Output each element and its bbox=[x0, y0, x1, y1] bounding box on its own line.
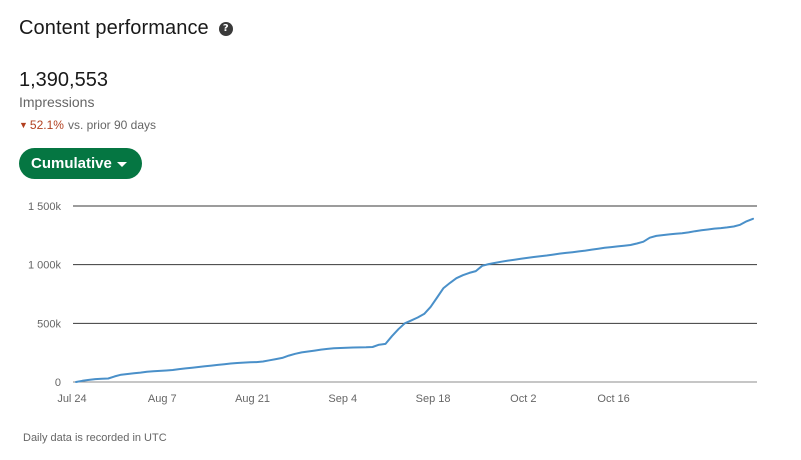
change-percentage: 52.1% bbox=[29, 118, 64, 132]
caret-down-icon bbox=[116, 161, 127, 167]
chart-y-axis: 0 500k 1 000k 1 500k bbox=[28, 201, 62, 389]
impressions-change: ▼ 52.1% vs. prior 90 days bbox=[19, 118, 156, 132]
utc-footnote: Daily data is recorded in UTC bbox=[23, 432, 167, 444]
x-tick-label: Oct 16 bbox=[597, 393, 629, 405]
triangle-down-icon: ▼ bbox=[19, 120, 28, 130]
y-tick-label: 1 000k bbox=[28, 260, 62, 272]
impressions-label: Impressions bbox=[19, 94, 95, 110]
cumulative-dropdown-button[interactable]: Cumulative bbox=[19, 148, 142, 179]
x-tick-label: Aug 21 bbox=[235, 393, 270, 405]
chart-x-axis: Jul 24 Aug 7 Aug 21 Sep 4 Sep 18 Oct 2 Oct 16 bbox=[57, 393, 629, 405]
y-tick-label: 1 500k bbox=[28, 201, 62, 213]
impressions-line-chart: 0 500k 1 000k 1 500k Jul 24 Aug 7 Aug 21 Sep 4… bbox=[28, 201, 757, 405]
impressions-value: 1,390,553 bbox=[19, 69, 108, 91]
x-tick-label: Sep 18 bbox=[416, 393, 451, 405]
x-tick-label: Oct 2 bbox=[510, 393, 536, 405]
change-comparison-label: vs. prior 90 days bbox=[67, 118, 156, 132]
y-tick-label: 500k bbox=[37, 318, 61, 330]
card-title: Content performance bbox=[19, 17, 209, 39]
y-tick-label: 0 bbox=[55, 377, 61, 389]
x-tick-label: Sep 4 bbox=[328, 393, 357, 405]
impressions-series-line bbox=[75, 217, 754, 383]
x-tick-label: Jul 24 bbox=[57, 393, 86, 405]
cumulative-button-label: Cumulative bbox=[31, 155, 112, 172]
question-circle-icon[interactable]: ? bbox=[218, 21, 233, 36]
x-tick-label: Aug 7 bbox=[148, 393, 177, 405]
chart-gridlines bbox=[73, 205, 757, 383]
card-header: Content performance ? bbox=[19, 17, 233, 40]
